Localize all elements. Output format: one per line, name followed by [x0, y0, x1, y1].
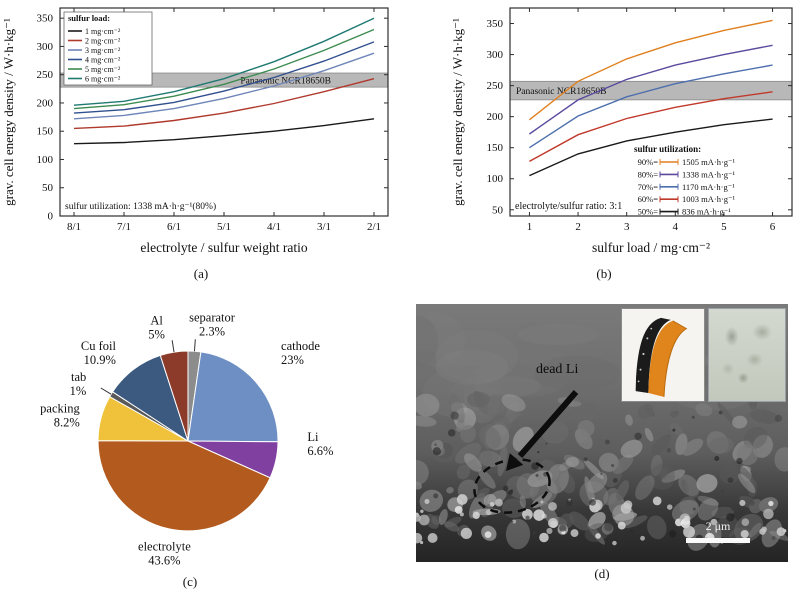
scale-label: 2 μm: [705, 519, 731, 533]
panel-c-caption: (c): [182, 574, 198, 589]
panel-b-line-chart: Panasonic NCR18650B 50 100 150 200 250 300 350 1…: [450, 7, 793, 255]
svg-text:electrolyte/sulfur ratio: 3:1: electrolyte/sulfur ratio: 3:1: [515, 201, 622, 212]
svg-text:1003 mA·h·g⁻¹: 1003 mA·h·g⁻¹: [682, 194, 736, 204]
panel-b-caption: (b): [596, 266, 612, 281]
svg-text:0: 0: [48, 211, 54, 223]
svg-text:1338 mA·h·g⁻¹: 1338 mA·h·g⁻¹: [682, 169, 736, 179]
scale-bar: [686, 538, 750, 543]
svg-text:6 mg·cm⁻²: 6 mg·cm⁻²: [85, 75, 121, 84]
svg-text:sulfur utilization: 1338 mA·h·: sulfur utilization: 1338 mA·h·g⁻¹(80%): [65, 201, 216, 212]
svg-text:50: 50: [492, 204, 504, 216]
svg-text:grav. cell energy density / W·: grav. cell energy density / W·h·kg⁻¹: [450, 18, 465, 206]
svg-text:Panasonic NCR18650B: Panasonic NCR18650B: [516, 87, 607, 97]
svg-text:836 mA·h·g⁻¹: 836 mA·h·g⁻¹: [682, 207, 731, 217]
svg-text:200: 200: [487, 111, 504, 123]
svg-text:150: 150: [37, 126, 54, 138]
panel-b: Panasonic NCR18650B 50 100 150 200 250 300 350 1…: [402, 0, 800, 296]
svg-text:2 mg·cm⁻²: 2 mg·cm⁻²: [85, 37, 121, 46]
svg-text:350: 350: [487, 18, 504, 30]
sem-annotations: [473, 390, 579, 514]
svg-text:250: 250: [37, 69, 54, 81]
svg-text:90%=: 90%=: [638, 157, 659, 167]
cell-photo-inset: [708, 308, 786, 402]
panel-a-caption: (a): [193, 266, 209, 281]
svg-text:Al5%: Al 5%: [148, 313, 165, 341]
svg-text:electrolyte / sulfur weight ra: electrolyte / sulfur weight ratio: [140, 240, 307, 255]
sem-image: dead Li 2 μm: [416, 304, 788, 562]
panel-c: separator 2.3% cathode 23% Li 6.6% electrolyte…: [0, 296, 402, 601]
dead-li-arrow-head: [506, 453, 524, 471]
svg-text:sulfur load:: sulfur load:: [68, 13, 110, 23]
svg-text:3/1: 3/1: [317, 221, 331, 233]
panel-c-pie-chart: separator 2.3% cathode 23% Li 6.6% electrolyte…: [40, 310, 333, 567]
anode-sheet: [635, 317, 671, 394]
cell-schematic-inset: [621, 308, 705, 402]
svg-text:grav. cell energy density / W·: grav. cell energy density / W·h·kg⁻¹: [1, 18, 16, 206]
svg-text:2/1: 2/1: [367, 221, 381, 233]
svg-text:80%=: 80%=: [638, 169, 659, 179]
svg-text:3: 3: [624, 221, 630, 233]
svg-text:6/1: 6/1: [167, 221, 181, 233]
svg-text:70%=: 70%=: [638, 182, 659, 192]
svg-text:150: 150: [487, 142, 504, 154]
svg-text:3 mg·cm⁻²: 3 mg·cm⁻²: [85, 46, 121, 55]
svg-text:Li6.6%: Li 6.6%: [307, 430, 333, 458]
bottom-row: separator 2.3% cathode 23% Li 6.6% electrolyte…: [0, 296, 800, 601]
svg-text:7/1: 7/1: [117, 221, 131, 233]
svg-text:2: 2: [575, 221, 581, 233]
svg-text:300: 300: [37, 41, 54, 53]
svg-text:50%=: 50%=: [638, 207, 659, 217]
dead-li-circle: [473, 458, 551, 514]
cathode-edge: [663, 320, 688, 397]
cathode-sheet: [648, 320, 687, 397]
svg-text:5: 5: [721, 221, 727, 233]
svg-text:sulfur utilization:: sulfur utilization:: [634, 144, 701, 154]
svg-text:4: 4: [673, 221, 679, 233]
svg-text:60%=: 60%=: [638, 194, 659, 204]
svg-text:4 mg·cm⁻²: 4 mg·cm⁻²: [85, 56, 121, 65]
svg-text:Panasonic NCR18650B: Panasonic NCR18650B: [240, 77, 331, 87]
svg-text:4/1: 4/1: [267, 221, 281, 233]
svg-text:250: 250: [487, 80, 504, 92]
svg-text:1505 mA·h·g⁻¹: 1505 mA·h·g⁻¹: [682, 157, 736, 167]
svg-text:50: 50: [42, 182, 54, 194]
svg-text:100: 100: [487, 173, 504, 185]
svg-text:1170 mA·h·g⁻¹: 1170 mA·h·g⁻¹: [682, 182, 735, 192]
panel-d: dead Li 2 μm (d): [402, 296, 800, 601]
svg-text:1 mg·cm⁻²: 1 mg·cm⁻²: [85, 27, 121, 36]
anode-specks: [637, 327, 653, 383]
svg-text:8/1: 8/1: [67, 221, 81, 233]
svg-text:1: 1: [527, 221, 533, 233]
dead-li-label: dead Li: [536, 362, 579, 377]
svg-text:5/1: 5/1: [217, 221, 231, 233]
dead-li-arrow-shaft: [517, 390, 579, 458]
panel-a: Panasonic NCR18650B 0 50 100 150 200 250 300 350…: [0, 0, 402, 296]
svg-text:100: 100: [37, 154, 54, 166]
svg-text:6: 6: [770, 221, 776, 233]
svg-text:200: 200: [37, 97, 54, 109]
top-row: Panasonic NCR18650B 0 50 100 150 200 250 300 350…: [0, 0, 800, 296]
svg-text:300: 300: [487, 49, 504, 61]
rolled-cell-schematic: [635, 317, 688, 397]
svg-text:350: 350: [37, 13, 54, 25]
panel-a-line-chart: Panasonic NCR18650B 0 50 100 150 200 250 300 350…: [1, 7, 389, 255]
svg-text:5 mg·cm⁻²: 5 mg·cm⁻²: [85, 65, 121, 74]
panel-d-caption: (d): [594, 566, 610, 581]
svg-text:sulfur load / mg·cm⁻²: sulfur load / mg·cm⁻²: [592, 240, 710, 255]
